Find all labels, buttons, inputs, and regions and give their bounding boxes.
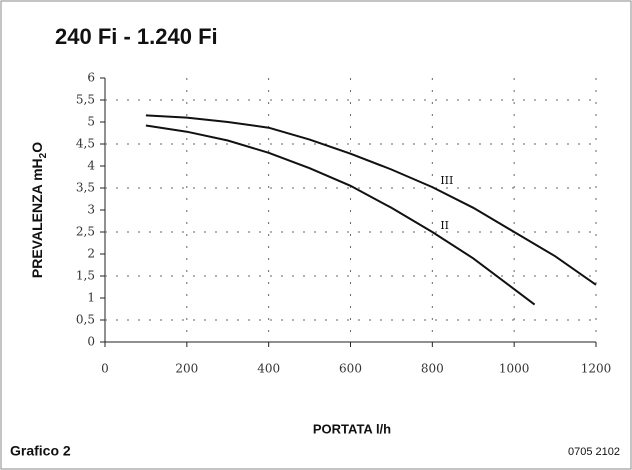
y-tick-label: 6 xyxy=(87,71,95,85)
curve-label: III xyxy=(440,174,453,187)
x-tick-label: 800 xyxy=(421,362,444,376)
y-tick-label: 5,5 xyxy=(76,93,95,107)
x-axis-label: PORTATA l/h xyxy=(313,421,391,436)
y-tick-label: 1,5 xyxy=(76,269,95,283)
curve xyxy=(145,114,597,286)
y-tick-label: 4 xyxy=(87,159,95,173)
y-tick-label: 1 xyxy=(87,291,95,305)
x-tick-label: 1000 xyxy=(499,362,530,376)
chart-title: 240 Fi - 1.240 Fi xyxy=(55,24,218,49)
y-axis-label: PREVALENZA mH2O xyxy=(29,142,49,278)
x-tick-label: 600 xyxy=(339,362,362,376)
y-tick-label: 0,5 xyxy=(76,313,95,327)
x-tick-label: 400 xyxy=(257,362,280,376)
y-tick-label: 2 xyxy=(87,247,95,261)
y-tick-label: 3 xyxy=(87,203,95,217)
curve-label: II xyxy=(440,219,449,232)
y-tick-label: 2,5 xyxy=(76,225,95,239)
code: 0705 2102 xyxy=(568,446,620,458)
caption: Grafico 2 xyxy=(10,443,71,459)
y-label-text: PREVALENZA mH xyxy=(29,158,45,278)
y-tick-label: 3,5 xyxy=(76,181,95,195)
x-tick-label: 1200 xyxy=(581,362,612,376)
x-tick-label: 0 xyxy=(101,362,109,376)
curve xyxy=(145,124,536,306)
y-label-sub: 2 xyxy=(38,152,49,158)
y-tick-label: 0 xyxy=(87,335,95,349)
x-tick-label: 200 xyxy=(175,362,198,376)
y-tick-label: 5 xyxy=(87,115,95,129)
y-tick-label: 4,5 xyxy=(76,137,95,151)
y-label-tail: O xyxy=(29,142,45,153)
